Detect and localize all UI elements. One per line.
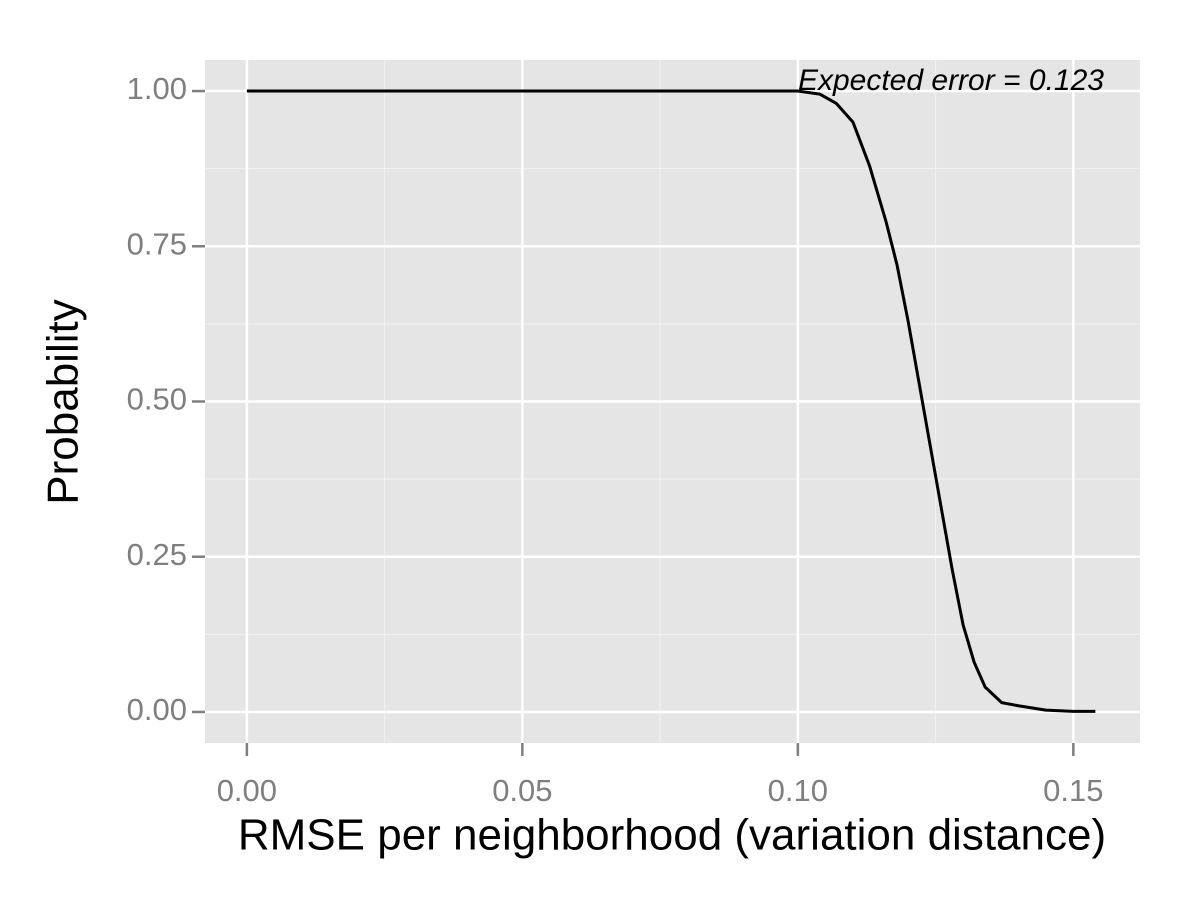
y-axis-title: Probability bbox=[39, 299, 88, 504]
annotation: Expected error = 0.123 bbox=[798, 64, 1104, 97]
y-tick-label: 0.25 bbox=[127, 537, 187, 572]
y-tick-label: 1.00 bbox=[127, 71, 187, 106]
x-axis-title: RMSE per neighborhood (variation distanc… bbox=[238, 811, 1106, 860]
x-tick-label: 0.05 bbox=[492, 773, 552, 808]
y-tick-label: 0.00 bbox=[127, 692, 187, 727]
x-tick-label: 0.15 bbox=[1043, 773, 1103, 808]
x-tick-label: 0.00 bbox=[217, 773, 277, 808]
x-tick-label: 0.10 bbox=[768, 773, 828, 808]
data-line bbox=[246, 89, 1096, 713]
y-tick-label: 0.75 bbox=[127, 226, 187, 261]
y-tick-label: 0.50 bbox=[127, 382, 187, 417]
